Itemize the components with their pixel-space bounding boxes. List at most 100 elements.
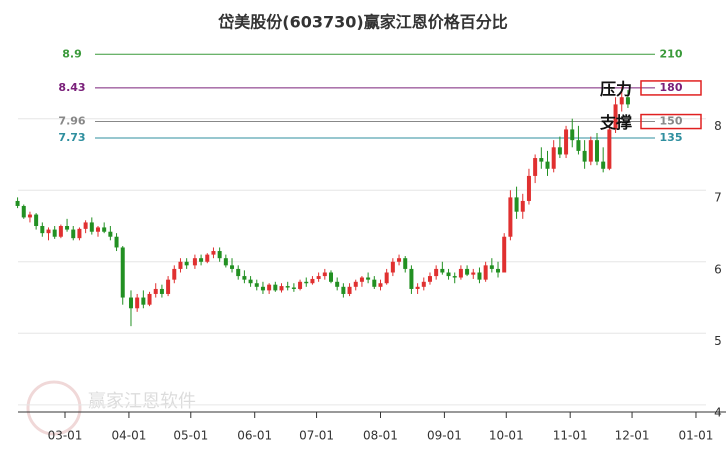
y-tick-label: 8 (714, 119, 722, 133)
candle-body (502, 236, 507, 273)
y-tick-label: 5 (714, 334, 722, 348)
candle-body (564, 129, 569, 155)
candle-body (514, 197, 519, 212)
candle-body (211, 251, 216, 255)
candle-body (372, 279, 377, 287)
level-percent-label: 150 (660, 115, 683, 128)
candle-body (304, 281, 309, 284)
candle-body (359, 277, 364, 282)
candle-body (477, 272, 482, 280)
level-box (640, 113, 702, 130)
candle-body (178, 261, 183, 269)
candle-body (135, 297, 140, 309)
candle-body (192, 258, 197, 266)
x-tick-label: 08-01 (363, 429, 398, 443)
x-tick-label: 10-01 (489, 429, 524, 443)
candle-body (335, 281, 340, 287)
candle-body (421, 281, 426, 287)
y-tick-label: 7 (714, 191, 722, 205)
candle-body (471, 272, 476, 275)
candle-body (236, 268, 241, 277)
candle-body (452, 276, 457, 278)
candle-body (285, 286, 290, 288)
x-tick-label: 11-01 (553, 429, 588, 443)
candle-body (58, 226, 63, 237)
x-tick-label: 04-01 (111, 429, 146, 443)
candle-body (242, 276, 247, 280)
candle-body (489, 265, 494, 269)
candle-body (353, 281, 358, 287)
candle-body (576, 140, 581, 151)
candle-body (199, 258, 204, 262)
annotation: 压力 (600, 79, 632, 98)
candle-body (52, 229, 57, 237)
x-tick-label: 05-01 (173, 429, 208, 443)
candle-body (230, 265, 235, 269)
watermark-logo (26, 380, 82, 436)
level-price-label: 8.43 (58, 81, 85, 94)
candle-body (607, 129, 612, 169)
x-tick-label: 09-01 (427, 429, 462, 443)
candle-body (310, 278, 315, 284)
candle-body (322, 272, 327, 277)
candle-body (40, 226, 45, 234)
candle-body (551, 147, 556, 169)
candle-body (458, 268, 463, 278)
candle-body (588, 140, 593, 162)
candle-body (526, 175, 531, 201)
candle-body (298, 281, 303, 289)
candle-body (89, 222, 94, 232)
x-tick-label: 01-01 (679, 429, 714, 443)
watermark: 赢家江恩软件 (26, 380, 196, 436)
candle-body (415, 286, 420, 289)
candle-body (248, 279, 253, 284)
candle-body (366, 277, 371, 280)
candle-body (128, 297, 133, 309)
level-price-label: 8.9 (62, 47, 82, 60)
candle-body (184, 261, 189, 266)
candle-body (508, 197, 513, 237)
candle-body (147, 293, 152, 305)
chart-title: 岱美股份(603730)赢家江恩价格百分比 (217, 13, 507, 32)
candle-body (496, 268, 501, 273)
x-tick-label: 03-01 (48, 429, 83, 443)
candle-body (260, 286, 265, 291)
candle-body (533, 158, 538, 176)
candle-body (34, 214, 39, 226)
candle-body (465, 268, 470, 275)
candle-body (120, 247, 125, 298)
level-price-label: 7.73 (58, 131, 85, 144)
candle-body (254, 283, 259, 287)
candle-body (153, 288, 158, 294)
candle-body (114, 236, 119, 248)
candle-body (390, 261, 395, 273)
candle-body (102, 227, 107, 232)
candle-body (613, 104, 618, 130)
candle-body (434, 268, 439, 277)
candle-body (65, 226, 70, 230)
candle-body (291, 287, 296, 289)
candle-body (217, 251, 222, 259)
candle-body (520, 200, 525, 212)
candle-body (172, 268, 177, 280)
candle-body (601, 161, 606, 169)
candle-body (83, 222, 88, 229)
candle-body (594, 140, 599, 162)
level-price-label: 7.96 (58, 115, 85, 128)
x-tick-label: 07-01 (299, 429, 334, 443)
candle-body (582, 150, 587, 162)
candle-body (95, 227, 100, 232)
level-percent-label: 210 (660, 47, 683, 60)
x-tick-label: 12-01 (615, 429, 650, 443)
candle-body (545, 161, 550, 169)
candle-body (427, 276, 432, 282)
candle-body (46, 229, 51, 234)
level-percent-label: 135 (660, 131, 683, 144)
candle-body (539, 158, 544, 162)
candle-body (483, 265, 488, 280)
candle-body (77, 228, 82, 239)
x-tick-label: 06-01 (237, 429, 272, 443)
level-percent-label: 180 (660, 81, 683, 94)
y-tick-label: 6 (714, 262, 722, 276)
